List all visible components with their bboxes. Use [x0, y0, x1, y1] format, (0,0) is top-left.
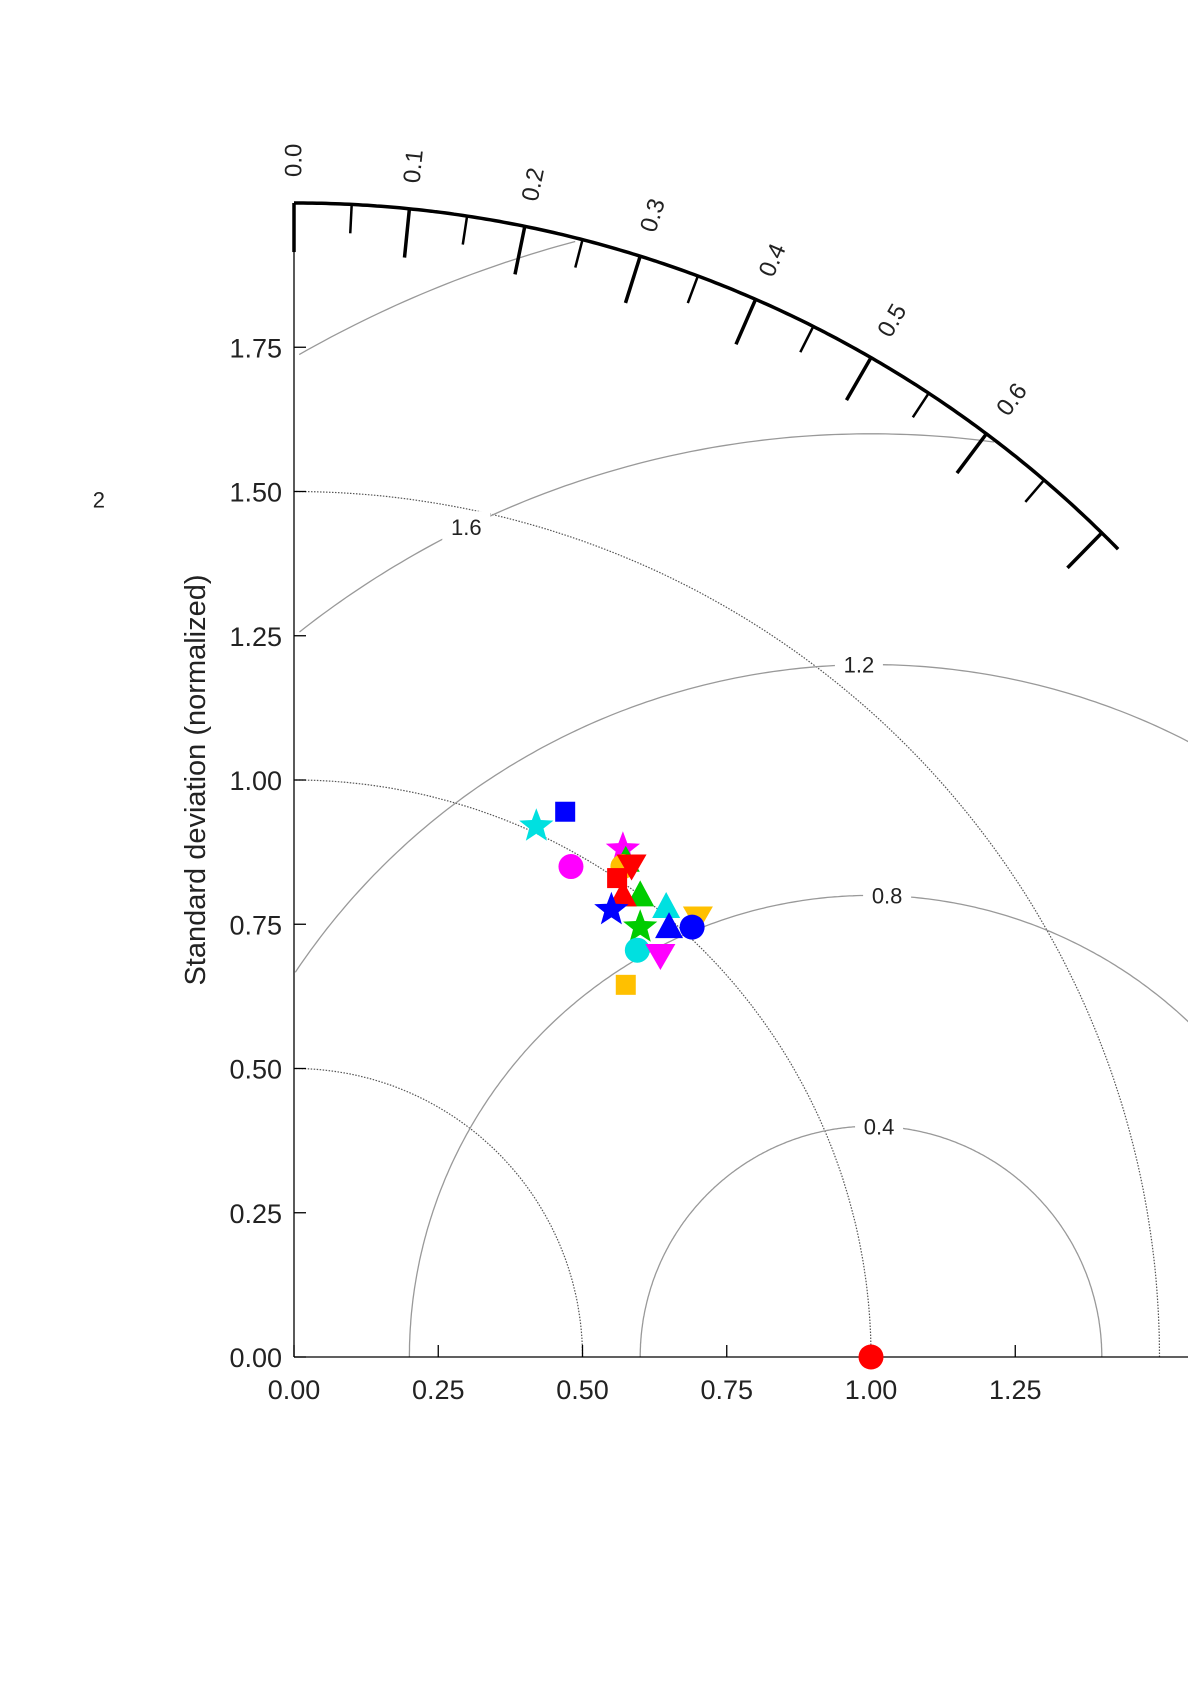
rms-label-bg — [863, 879, 912, 910]
data-point — [616, 854, 647, 881]
correlation-tick-label: 0.4 — [754, 240, 792, 281]
rms-contour-label: 2 — [93, 487, 105, 512]
data-point — [652, 891, 681, 918]
correlation-major-tick — [1066, 531, 1104, 570]
axes: 0.00 0.25 0.50 0.75 1.00 1.25 0.00 0.25 0.50 0.75… — [229, 203, 1188, 1405]
correlation-arc-line — [294, 201, 1120, 551]
correlation-minor-tick — [349, 204, 353, 234]
y-tick-label: 0.00 — [229, 1343, 282, 1373]
data-point — [558, 854, 584, 880]
correlation-minor-tick — [461, 215, 469, 245]
rms-label-bg — [442, 511, 491, 542]
rms-label-bg — [855, 1110, 904, 1141]
correlation-minor-tick — [686, 275, 700, 304]
x-tick-label: 0.25 — [412, 1375, 465, 1405]
rms-contour-label: 1.6 — [451, 515, 482, 540]
correlation-minor-tick — [799, 325, 815, 353]
data-point — [645, 943, 676, 970]
y-axis-title: Standard deviation (normalized) — [180, 574, 212, 985]
contour-lines: 0.4 0.8 1.2 1.6 2 — [74, 240, 1188, 1358]
rms-contour-label: 1.2 — [844, 653, 875, 678]
data-point — [624, 937, 650, 963]
y-tick-label: 1.75 — [229, 333, 282, 363]
correlation-tick-label: 0.5 — [872, 299, 912, 341]
rms-contour — [298, 240, 576, 356]
correlation-minor-tick — [911, 392, 930, 419]
y-tick-label: 1.00 — [229, 766, 282, 796]
data-point — [623, 909, 658, 942]
data-point — [519, 808, 554, 841]
x-tick-label: 1.00 — [845, 1375, 898, 1405]
correlation-tick-label: 0.6 — [991, 378, 1033, 421]
data-point — [605, 831, 640, 864]
data-point — [608, 880, 637, 907]
rms-contour — [294, 663, 1188, 973]
y-tick-label: 0.25 — [229, 1199, 282, 1229]
correlation-major-tick — [402, 208, 412, 258]
correlation-tick-label: 0.0 — [281, 144, 308, 177]
correlation-major-tick — [513, 225, 527, 275]
correlation-tick-label: 0.3 — [635, 195, 671, 235]
std-contour — [294, 1067, 584, 1357]
y-tick-label: 0.50 — [229, 1055, 282, 1085]
rms-label-bg — [74, 483, 123, 514]
correlation-major-tick — [955, 432, 988, 475]
rms-contour — [299, 433, 994, 633]
y-tick-label: 1.50 — [229, 478, 282, 508]
rms-label-bg — [834, 648, 883, 679]
correlation-arc: 0.0 0.1 0.2 0.3 0.4 0.5 0.6 — [281, 144, 1120, 570]
correlation-major-tick — [623, 255, 642, 304]
reference-point — [858, 1344, 884, 1370]
data-points — [519, 801, 884, 1370]
std-contour — [294, 779, 872, 1357]
rms-contour-label: 0.8 — [872, 884, 903, 909]
data-point — [615, 974, 636, 995]
x-tick-label: 0.75 — [700, 1375, 753, 1405]
data-point — [594, 891, 629, 925]
rms-contour — [639, 1125, 1103, 1357]
correlation-tick-label: 0.1 — [399, 148, 429, 184]
rms-contour-label: 0.4 — [864, 1114, 895, 1139]
data-point — [679, 914, 705, 940]
x-tick-label: 1.25 — [989, 1375, 1042, 1405]
y-tick-label: 1.25 — [229, 622, 282, 652]
std-contour — [293, 490, 1161, 1358]
correlation-tick-label: 0.2 — [517, 165, 550, 203]
data-point — [555, 801, 576, 822]
correlation-minor-tick — [574, 239, 584, 268]
x-tick-label: 0.00 — [268, 1375, 321, 1405]
correlation-major-tick — [734, 298, 758, 345]
correlation-minor-tick — [1024, 479, 1046, 503]
rms-contour — [408, 894, 1188, 1357]
x-tick-label: 0.50 — [556, 1375, 609, 1405]
y-tick-label: 0.75 — [229, 910, 282, 940]
data-point — [655, 912, 684, 939]
correlation-major-tick — [844, 356, 873, 401]
